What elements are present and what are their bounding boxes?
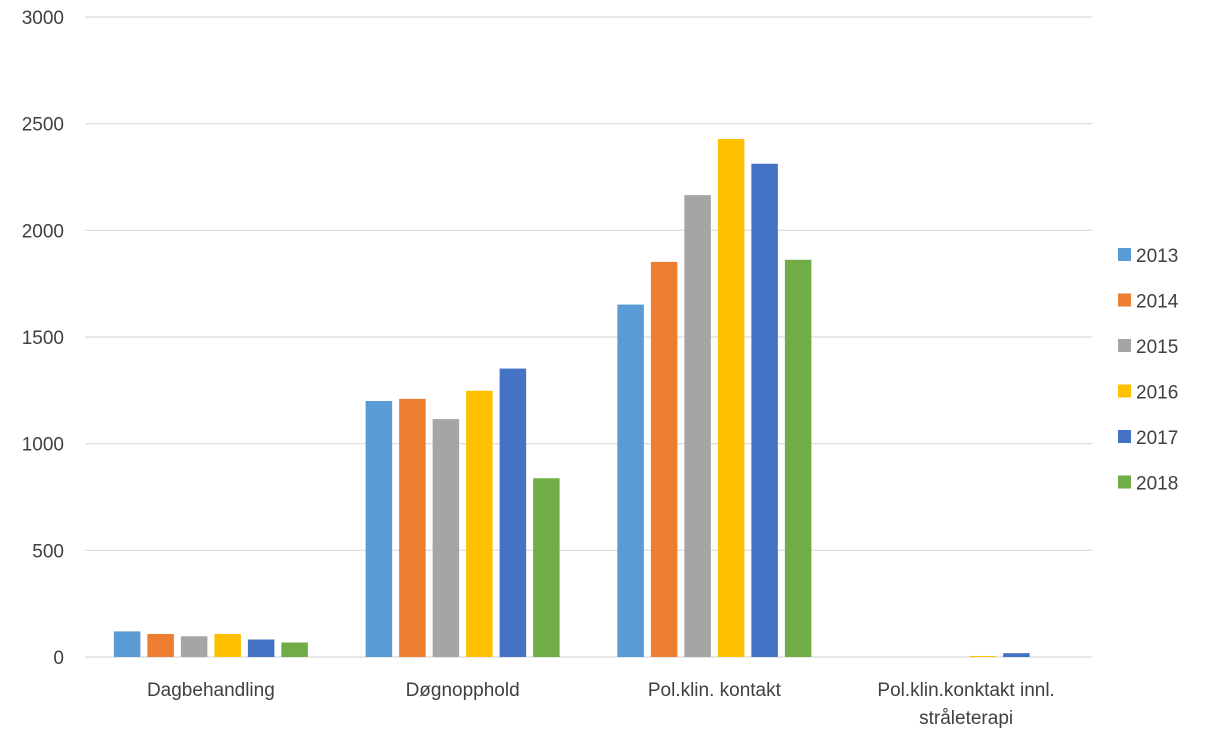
bar-2013-0	[113, 631, 141, 657]
bar-2017-3	[1003, 653, 1030, 657]
x-axis-category-labels: Dagbehandling Døgnopphold Pol.klin. kontak…	[147, 680, 1055, 729]
y-tick-label-2500: 2500	[22, 115, 64, 136]
bar-2018-2	[784, 259, 812, 657]
y-tick-label-2000: 2000	[22, 221, 64, 242]
bar-2015-0	[180, 636, 208, 657]
bar-2016-1	[466, 390, 493, 657]
bar-2018-0	[281, 642, 308, 657]
legend-swatch-2014	[1118, 293, 1131, 307]
bars	[113, 139, 1030, 658]
y-tick-label-1500: 1500	[22, 328, 64, 349]
y-axis-tick-labels: 0 500 1000 1500 2000 2500 3000	[22, 8, 64, 669]
legend-label-2013: 2013	[1136, 246, 1178, 267]
bar-2017-2	[751, 163, 778, 658]
legend-swatch-2015	[1118, 339, 1131, 352]
legend-swatch-2018	[1118, 475, 1131, 489]
y-tick-label-3000: 3000	[22, 8, 64, 29]
bar-2016-2	[717, 139, 745, 657]
legend-label-2017: 2017	[1136, 428, 1178, 449]
x-category-label-2: Pol.klin. kontakt	[648, 680, 782, 701]
bar-2014-2	[650, 261, 678, 657]
x-category-label-0: Dagbehandling	[147, 680, 275, 701]
grid-lines	[85, 16, 1092, 658]
legend-label-2018: 2018	[1136, 474, 1178, 495]
y-tick-label-1000: 1000	[22, 435, 64, 456]
bar-2016-3	[969, 655, 997, 657]
legend-swatch-2017	[1118, 430, 1131, 443]
legend: 2013 2014 2015 2016 2017 2018	[1118, 246, 1179, 495]
legend-swatch-2013	[1118, 248, 1131, 261]
legend-label-2016: 2016	[1136, 383, 1178, 404]
legend-swatch-2016	[1118, 384, 1131, 398]
bar-2014-1	[399, 398, 426, 657]
x-category-label-3: Pol.klin.konktakt innl. stråleterapi	[877, 680, 1054, 729]
bar-2015-2	[684, 195, 711, 657]
bar-2015-1	[432, 419, 460, 657]
bar-2017-1	[499, 368, 527, 657]
x-category-label-1: Døgnopphold	[406, 680, 520, 701]
y-tick-label-500: 500	[32, 541, 64, 562]
legend-label-2015: 2015	[1136, 337, 1178, 358]
y-tick-label-0: 0	[53, 648, 64, 669]
bar-2013-1	[365, 401, 393, 657]
bar-2013-2	[617, 304, 644, 657]
bar-2017-0	[247, 639, 275, 657]
legend-label-2014: 2014	[1136, 292, 1179, 313]
bar-2016-0	[214, 633, 241, 657]
bar-2014-0	[147, 633, 174, 657]
bar-2018-1	[533, 478, 560, 657]
